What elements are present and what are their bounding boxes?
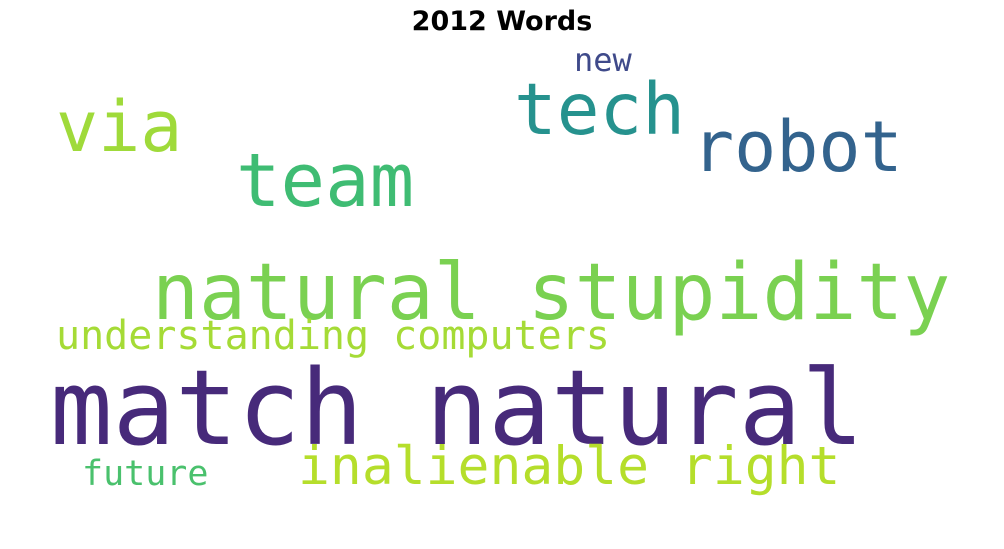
word-understanding-computers: understanding computers [56, 313, 610, 359]
word-team: team [236, 138, 415, 224]
chart-title: 2012 Words [411, 6, 593, 37]
word-new: new [574, 41, 632, 79]
word-tech: tech [514, 68, 685, 151]
word-match-natural: match natural [50, 347, 864, 469]
word-inalienable-right: inalienable right [298, 436, 841, 497]
word-natural-stupidity: natural stupidity [152, 248, 951, 338]
word-future: future [82, 454, 209, 494]
word-robot: robot [692, 106, 903, 188]
word-via: via [56, 86, 183, 168]
